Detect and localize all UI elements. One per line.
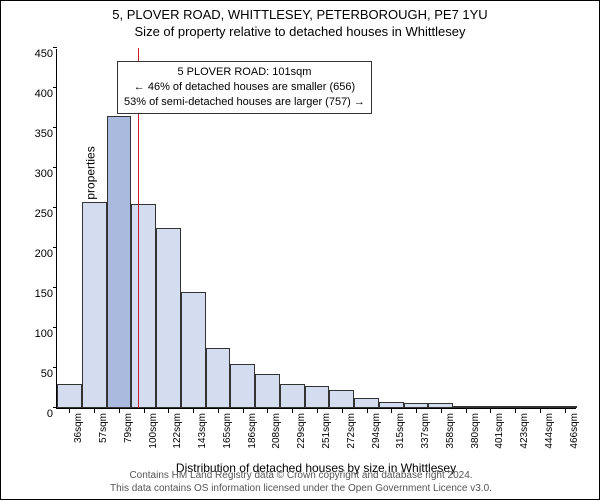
x-tick-mark (490, 409, 491, 413)
histogram-bar (280, 384, 305, 408)
x-tick-label: 122sqm (172, 413, 183, 449)
annotation-line-2: ← 46% of detached houses are smaller (65… (124, 80, 365, 95)
y-tick-mark (53, 327, 57, 328)
y-tick-label: 200 (23, 248, 53, 260)
histogram-bar (527, 406, 552, 408)
x-tick-mark (342, 409, 343, 413)
x-tick-mark (168, 409, 169, 413)
x-tick-label: 466sqm (569, 413, 580, 449)
histogram-bar (230, 364, 255, 408)
x-tick-mark (391, 409, 392, 413)
histogram-bar (503, 406, 528, 408)
plot-region: 05010015020025030035040045036sqm57sqm79s… (56, 49, 576, 409)
x-tick-mark (69, 409, 70, 413)
y-tick-label: 350 (23, 128, 53, 140)
y-tick-label: 250 (23, 208, 53, 220)
histogram-bar (453, 406, 478, 408)
histogram-bar (404, 403, 429, 408)
title-address: 5, PLOVER ROAD, WHITTLESEY, PETERBOROUGH… (1, 7, 599, 22)
x-tick-label: 79sqm (123, 413, 134, 443)
title-block: 5, PLOVER ROAD, WHITTLESEY, PETERBOROUGH… (1, 1, 599, 39)
y-tick-mark (53, 167, 57, 168)
y-tick-mark (53, 367, 57, 368)
annotation-line-1: 5 PLOVER ROAD: 101sqm (124, 65, 365, 80)
y-tick-label: 150 (23, 288, 53, 300)
x-tick-mark (565, 409, 566, 413)
x-tick-label: 358sqm (445, 413, 456, 449)
histogram-bar (379, 402, 404, 408)
y-tick-label: 450 (23, 48, 53, 60)
y-tick-mark (53, 87, 57, 88)
histogram-bar (206, 348, 231, 408)
histogram-bar (552, 406, 577, 408)
histogram-bar (305, 386, 330, 408)
x-tick-mark (317, 409, 318, 413)
x-tick-label: 337sqm (420, 413, 431, 449)
histogram-bar (329, 390, 354, 408)
footer-line-1: Contains HM Land Registry data © Crown c… (1, 470, 600, 483)
y-tick-label: 0 (23, 408, 53, 420)
x-tick-mark (193, 409, 194, 413)
x-tick-mark (144, 409, 145, 413)
y-tick-label: 400 (23, 88, 53, 100)
x-tick-label: 229sqm (296, 413, 307, 449)
x-tick-label: 423sqm (519, 413, 530, 449)
histogram-bar (156, 228, 181, 408)
histogram-bar (428, 403, 453, 408)
x-tick-mark (515, 409, 516, 413)
x-tick-mark (466, 409, 467, 413)
histogram-bar (181, 292, 206, 408)
histogram-bar (131, 204, 156, 408)
y-tick-label: 300 (23, 168, 53, 180)
x-tick-label: 165sqm (222, 413, 233, 449)
x-tick-mark (292, 409, 293, 413)
x-tick-label: 186sqm (247, 413, 258, 449)
annotation-line-3: 53% of semi-detached houses are larger (… (124, 95, 365, 110)
x-tick-mark (243, 409, 244, 413)
y-tick-label: 100 (23, 328, 53, 340)
chart-area: Number of detached properties 0501001502… (56, 49, 576, 409)
x-tick-mark (119, 409, 120, 413)
x-tick-mark (218, 409, 219, 413)
x-tick-mark (267, 409, 268, 413)
footer-attribution: Contains HM Land Registry data © Crown c… (1, 470, 600, 495)
y-tick-mark (53, 47, 57, 48)
x-tick-mark (416, 409, 417, 413)
footer-line-2: This data contains OS information licens… (1, 483, 600, 496)
histogram-bar (478, 406, 503, 408)
x-tick-label: 380sqm (470, 413, 481, 449)
x-tick-label: 294sqm (371, 413, 382, 449)
annotation-box: 5 PLOVER ROAD: 101sqm← 46% of detached h… (117, 61, 372, 114)
x-tick-mark (367, 409, 368, 413)
x-tick-label: 401sqm (494, 413, 505, 449)
histogram-bar (255, 374, 280, 408)
y-tick-mark (53, 127, 57, 128)
x-tick-mark (94, 409, 95, 413)
x-tick-label: 251sqm (321, 413, 332, 449)
histogram-bar (107, 116, 132, 408)
histogram-bar (354, 398, 379, 408)
y-tick-mark (53, 247, 57, 248)
x-tick-label: 272sqm (346, 413, 357, 449)
x-tick-mark (540, 409, 541, 413)
histogram-bar (82, 202, 107, 408)
chart-container: 5, PLOVER ROAD, WHITTLESEY, PETERBOROUGH… (0, 0, 600, 500)
x-tick-label: 208sqm (271, 413, 282, 449)
y-tick-mark (53, 287, 57, 288)
y-tick-label: 50 (23, 368, 53, 380)
histogram-bar (57, 384, 82, 408)
x-tick-label: 143sqm (197, 413, 208, 449)
x-tick-label: 100sqm (148, 413, 159, 449)
x-tick-label: 315sqm (395, 413, 406, 449)
y-tick-mark (53, 207, 57, 208)
x-tick-label: 444sqm (544, 413, 555, 449)
x-tick-label: 57sqm (98, 413, 109, 443)
x-tick-label: 36sqm (73, 413, 84, 443)
x-tick-mark (441, 409, 442, 413)
title-subtitle: Size of property relative to detached ho… (1, 24, 599, 39)
